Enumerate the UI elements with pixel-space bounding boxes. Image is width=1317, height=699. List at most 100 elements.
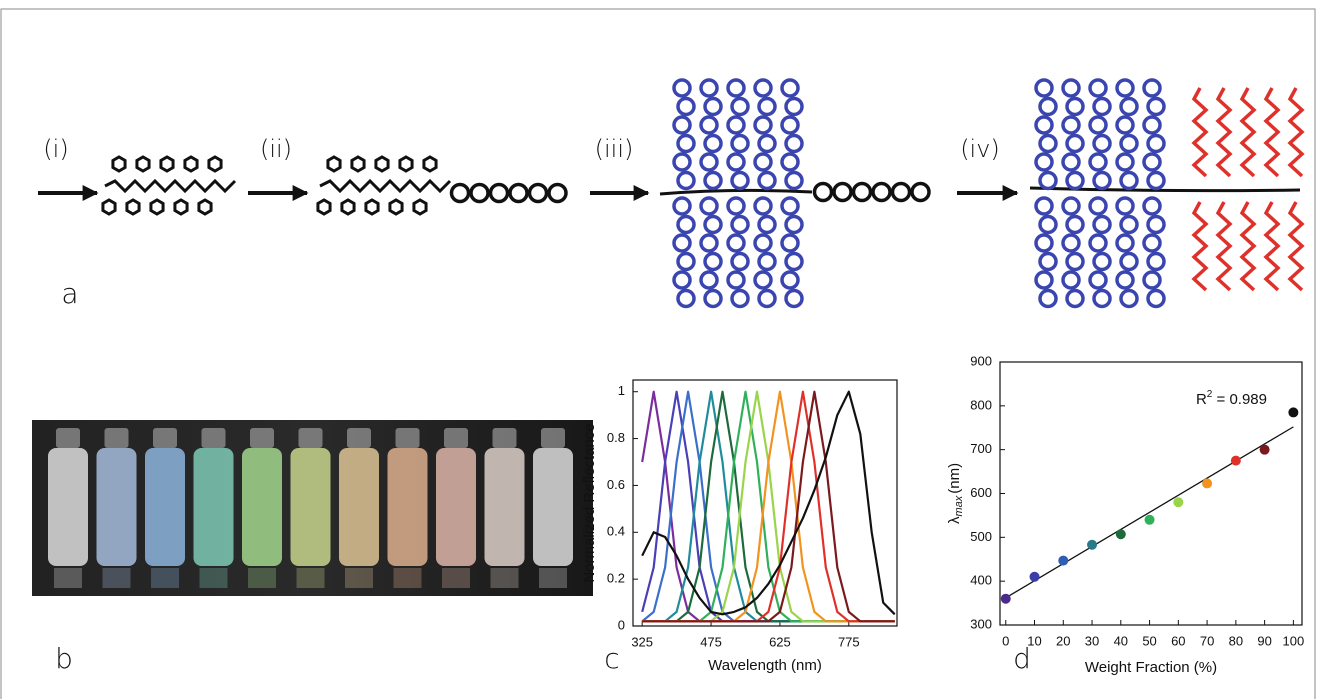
ring xyxy=(1119,288,1139,309)
ring xyxy=(699,270,719,290)
y-tick-label: 1 xyxy=(618,383,625,398)
ring xyxy=(730,96,750,117)
annotation-symbol: R xyxy=(1196,391,1207,408)
vial-cap xyxy=(201,428,226,448)
x-axis-label: Weight Fraction (%) xyxy=(1085,659,1217,676)
ring xyxy=(784,96,804,117)
ring xyxy=(1065,214,1085,235)
spectrum xyxy=(641,390,895,623)
x-tick-label: 90 xyxy=(1257,633,1271,648)
ring xyxy=(703,170,723,191)
ring xyxy=(1065,251,1085,272)
ring xyxy=(730,251,750,272)
hexagon xyxy=(316,198,332,216)
spectrum xyxy=(642,390,895,623)
fit-line xyxy=(1005,426,1294,599)
hexagon xyxy=(173,198,189,216)
ring xyxy=(1092,170,1112,191)
annotation-superscript: 2 xyxy=(1207,389,1213,400)
hexagon xyxy=(398,155,414,173)
ring xyxy=(1065,133,1085,154)
point xyxy=(1288,407,1299,418)
spectrum xyxy=(642,390,895,623)
ring xyxy=(1061,115,1081,135)
ring xyxy=(1088,78,1108,98)
ring xyxy=(780,270,800,290)
ring xyxy=(757,133,777,154)
ring xyxy=(1146,96,1166,117)
annotation: R2 = 0.989 xyxy=(1196,389,1267,408)
plot-frame xyxy=(632,379,898,627)
vial-cap xyxy=(492,428,517,448)
ring xyxy=(1142,233,1162,253)
scheme xyxy=(38,78,1305,309)
ring xyxy=(676,214,696,235)
ring xyxy=(871,181,892,203)
spectrum xyxy=(641,390,896,616)
x-tick-label: 475 xyxy=(700,634,722,649)
ring xyxy=(726,152,746,172)
ring xyxy=(1142,152,1162,172)
ring xyxy=(1115,152,1135,172)
ring xyxy=(672,196,692,216)
x-tick-label: 80 xyxy=(1229,633,1243,648)
side-chain xyxy=(1239,87,1257,178)
ring xyxy=(1038,96,1058,117)
reflection xyxy=(151,568,179,588)
ring xyxy=(1038,133,1058,154)
y-label-unit: (nm) xyxy=(946,463,963,494)
spectrum xyxy=(642,390,895,623)
ring xyxy=(832,181,853,203)
side-chain xyxy=(1287,87,1305,178)
hexagon xyxy=(111,155,127,173)
ring xyxy=(703,214,723,235)
ring xyxy=(757,214,777,235)
side-chain xyxy=(1191,201,1209,292)
ring xyxy=(1088,270,1108,290)
ring xyxy=(1119,133,1139,154)
hexagon xyxy=(350,155,366,173)
vial xyxy=(193,448,234,566)
x-tick-label: 20 xyxy=(1056,633,1070,648)
ring xyxy=(784,170,804,191)
ring xyxy=(1092,251,1112,272)
ring xyxy=(1115,115,1135,135)
ring xyxy=(1146,288,1166,309)
ring xyxy=(753,152,773,172)
ring xyxy=(703,96,723,117)
ring xyxy=(757,170,777,191)
ring xyxy=(1146,251,1166,272)
ring xyxy=(730,133,750,154)
reflection xyxy=(102,568,131,588)
vial-cap xyxy=(395,428,420,448)
ring xyxy=(672,270,692,290)
y-tick-label: 0.4 xyxy=(607,524,625,539)
ring xyxy=(1119,96,1139,117)
ring xyxy=(1061,196,1081,216)
ring xyxy=(726,115,746,135)
x-tick-label: 30 xyxy=(1085,633,1099,648)
ring xyxy=(757,251,777,272)
vial-cap xyxy=(347,428,371,448)
backbone xyxy=(319,178,452,194)
step-label: (i) xyxy=(43,135,68,163)
hexagon xyxy=(422,155,438,173)
y-tick-label: 300 xyxy=(970,616,992,631)
point xyxy=(1000,593,1011,604)
ring xyxy=(672,78,692,98)
reflection xyxy=(393,568,422,588)
ring xyxy=(1034,270,1054,290)
ring xyxy=(676,170,696,191)
ring xyxy=(1061,78,1081,98)
y-label-symbol: λ xyxy=(946,516,963,524)
vial-cap xyxy=(153,428,177,448)
x-tick-label: 10 xyxy=(1027,633,1041,648)
ring xyxy=(1038,288,1058,309)
vial-cap xyxy=(104,428,129,448)
ring xyxy=(1065,170,1085,191)
ring xyxy=(784,251,804,272)
side-chain xyxy=(1191,87,1209,178)
ring xyxy=(1061,152,1081,172)
y-tick-label: 800 xyxy=(970,397,992,412)
ring xyxy=(753,233,773,253)
